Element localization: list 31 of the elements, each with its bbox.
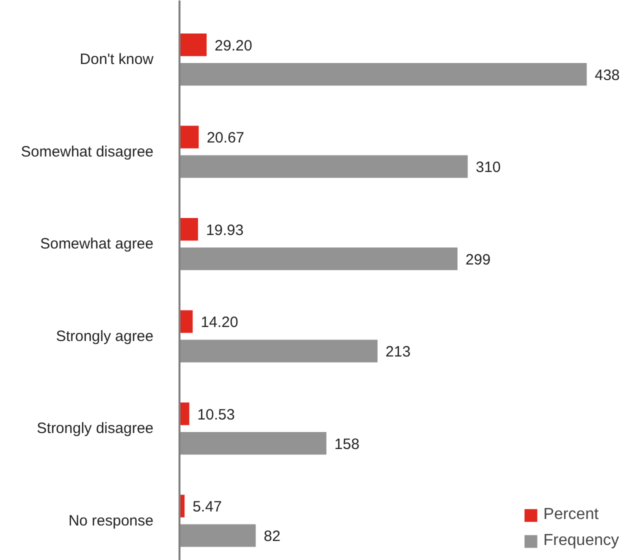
data-label: 438 [594, 66, 620, 84]
bar [180, 310, 193, 333]
data-label: 29.20 [214, 37, 252, 54]
bar [180, 340, 378, 362]
data-label: 310 [476, 159, 501, 176]
legend-label: Percent [543, 506, 599, 524]
y-tick-label: Strongly agree [56, 328, 154, 345]
bar [180, 155, 468, 178]
y-tick-label: Somewhat agree [40, 236, 154, 253]
bar [180, 248, 458, 270]
y-tick-label: No response [68, 512, 154, 530]
bar [180, 524, 256, 547]
data-label: 213 [386, 344, 411, 361]
data-label: 14.20 [200, 314, 238, 332]
legend-label: Frequency [543, 532, 619, 550]
y-tick-label: Strongly disagree [36, 420, 154, 438]
y-tick-label: Don't know [80, 51, 154, 68]
data-label: 10.53 [197, 406, 235, 424]
bar [180, 402, 190, 426]
y-tick-label: Somewhat disagree [20, 143, 154, 160]
bar [180, 432, 326, 455]
data-label: 20.67 [206, 130, 244, 147]
bar [180, 218, 198, 241]
data-label: 299 [466, 251, 491, 268]
bar [180, 63, 587, 86]
data-label: 5.47 [192, 498, 222, 516]
bar [180, 33, 207, 56]
bar [180, 126, 199, 148]
data-label: 82 [264, 528, 280, 546]
data-label: 19.93 [206, 222, 244, 239]
data-label: 158 [334, 436, 360, 453]
